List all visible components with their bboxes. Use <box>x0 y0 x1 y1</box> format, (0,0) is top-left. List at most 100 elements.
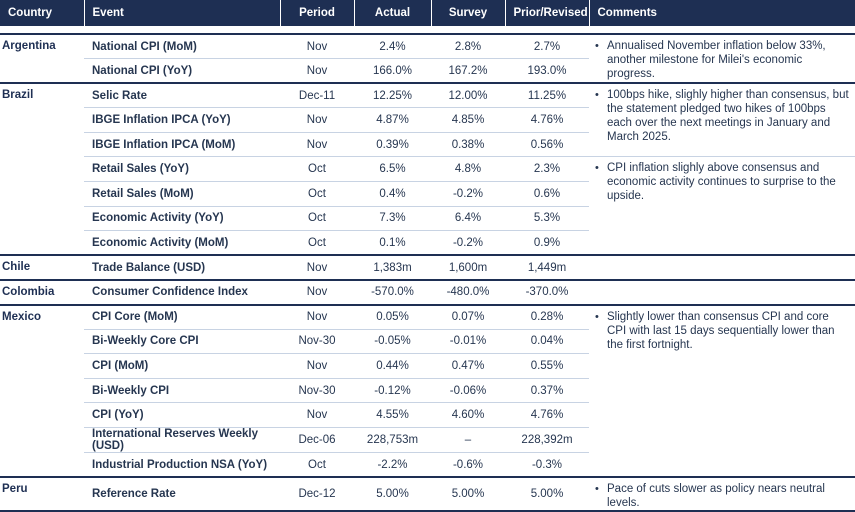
prior-cell: -0.3% <box>505 452 589 478</box>
period-cell: Nov <box>280 131 354 157</box>
event-cell: IBGE Inflation IPCA (YoY) <box>84 107 280 133</box>
period-cell: Oct <box>280 156 354 182</box>
actual-cell: 1,383m <box>354 254 431 280</box>
survey-cell: 1,600m <box>431 254 505 280</box>
actual-cell: 0.39% <box>354 131 431 157</box>
event-cell: Retail Sales (MoM) <box>84 181 280 207</box>
event-cell: Retail Sales (YoY) <box>84 156 280 182</box>
header-actual: Actual <box>354 0 432 26</box>
survey-cell: 0.47% <box>431 353 505 379</box>
period-cell: Dec-06 <box>280 427 354 453</box>
prior-cell: 228,392m <box>505 427 589 453</box>
actual-cell: 7.3% <box>354 205 431 231</box>
header-period: Period <box>280 0 355 26</box>
event-cell: CPI Core (MoM) <box>84 303 280 330</box>
table-row: Argentina National CPI (MoM) Nov 2.4% 2.… <box>0 32 855 84</box>
table-row: IBGE Inflation IPCA (YoY) Nov 4.87% 4.85… <box>0 107 855 133</box>
prior-cell: 0.9% <box>505 230 589 256</box>
actual-cell: 12.25% <box>354 82 431 108</box>
comment-brazil-cpi: • CPI inflation slighly above consensus a… <box>589 156 855 256</box>
comment-chile <box>589 254 855 280</box>
table-row: CPI (YoY) Nov 4.55% 4.60% 4.76% <box>0 402 855 428</box>
bullet-icon: • <box>595 310 599 323</box>
period-cell: Oct <box>280 452 354 478</box>
prior-cell: 0.37% <box>505 377 589 403</box>
period-cell: Dec-11 <box>280 82 354 108</box>
bullet-icon: • <box>595 89 599 102</box>
prior-cell: 0.04% <box>505 328 589 354</box>
table-row: International Reserves Weekly (USD) Dec-… <box>0 427 855 453</box>
event-cell: IBGE Inflation IPCA (MoM) <box>84 131 280 157</box>
table-row: Retail Sales (MoM) Oct 0.4% -0.2% 0.6% <box>0 181 855 207</box>
prior-cell: 0.56% <box>505 131 589 157</box>
period-cell: Nov <box>280 402 354 428</box>
event-cell: Trade Balance (USD) <box>84 254 280 280</box>
survey-cell: 4.8% <box>431 156 505 182</box>
actual-cell: 0.4% <box>354 181 431 207</box>
header-prior: Prior/Revised <box>505 0 590 26</box>
period-cell: Oct <box>280 230 354 256</box>
period-cell: Oct <box>280 205 354 231</box>
bullet-icon: • <box>595 483 599 496</box>
prior-cell: 5.00% <box>505 476 589 512</box>
period-cell: Nov <box>280 58 354 84</box>
event-cell: Reference Rate <box>84 476 280 512</box>
actual-cell: 228,753m <box>354 427 431 453</box>
comment-brazil-selic: • 100bps hike, slighly higher than consen… <box>589 82 855 157</box>
header-event: Event <box>84 0 281 26</box>
header-survey: Survey <box>431 0 506 26</box>
table-row: Brazil Selic Rate Dec-11 12.25% 12.00% 1… <box>0 82 855 256</box>
event-cell: National CPI (YoY) <box>84 58 280 84</box>
country-mexico: Mexico <box>0 303 84 478</box>
actual-cell: 4.55% <box>354 402 431 428</box>
country-argentina: Argentina <box>0 32 84 84</box>
actual-cell: -570.0% <box>354 278 431 305</box>
event-cell: Economic Activity (YoY) <box>84 205 280 231</box>
table-row: Economic Activity (YoY) Oct 7.3% 6.4% 5.… <box>0 205 855 231</box>
actual-cell: 4.87% <box>354 107 431 133</box>
period-cell: Nov <box>280 278 354 305</box>
actual-cell: 0.44% <box>354 353 431 379</box>
survey-cell: 167.2% <box>431 58 505 84</box>
comment-peru: • Pace of cuts slower as policy nears neu… <box>589 476 855 512</box>
survey-cell: -0.6% <box>431 452 505 478</box>
survey-cell: -0.06% <box>431 377 505 403</box>
actual-cell: -2.2% <box>354 452 431 478</box>
period-cell: Nov <box>280 303 354 330</box>
survey-cell: 0.07% <box>431 303 505 330</box>
event-cell: International Reserves Weekly (USD) <box>84 427 280 453</box>
actual-cell: 6.5% <box>354 156 431 182</box>
survey-cell: 4.60% <box>431 402 505 428</box>
prior-cell: -370.0% <box>505 278 589 305</box>
country-brazil: Brazil <box>0 82 84 256</box>
period-cell: Nov <box>280 33 354 59</box>
actual-cell: 166.0% <box>354 58 431 84</box>
survey-cell: 12.00% <box>431 82 505 108</box>
period-cell: Nov <box>280 107 354 133</box>
actual-cell: 5.00% <box>354 476 431 512</box>
table-row: Colombia Consumer Confidence Index Nov -… <box>0 278 855 305</box>
table-row: Chile Trade Balance (USD) Nov 1,383m 1,6… <box>0 254 855 280</box>
event-cell: Bi-Weekly Core CPI <box>84 328 280 354</box>
period-cell: Oct <box>280 181 354 207</box>
actual-cell: -0.12% <box>354 377 431 403</box>
bullet-icon: • <box>595 162 599 175</box>
prior-cell: 2.7% <box>505 33 589 59</box>
header-comments: Comments <box>589 0 855 26</box>
country-chile: Chile <box>0 254 84 280</box>
prior-cell: 0.28% <box>505 303 589 330</box>
table-row: Bi-Weekly Core CPI Nov-30 -0.05% -0.01% … <box>0 328 855 354</box>
prior-cell: 4.76% <box>505 107 589 133</box>
survey-cell: -0.01% <box>431 328 505 354</box>
event-cell: Consumer Confidence Index <box>84 278 280 305</box>
survey-cell: -0.2% <box>431 181 505 207</box>
event-cell: Industrial Production NSA (YoY) <box>84 452 280 478</box>
survey-cell: 4.85% <box>431 107 505 133</box>
period-cell: Nov <box>280 254 354 280</box>
event-cell: Economic Activity (MoM) <box>84 230 280 256</box>
table-row: Retail Sales (YoY) Oct 6.5% 4.8% 2.3% • C… <box>0 156 855 256</box>
prior-cell: 2.3% <box>505 156 589 182</box>
comment-mexico: • Slightly lower than consensus CPI and c… <box>589 303 855 478</box>
event-cell: Selic Rate <box>84 82 280 108</box>
